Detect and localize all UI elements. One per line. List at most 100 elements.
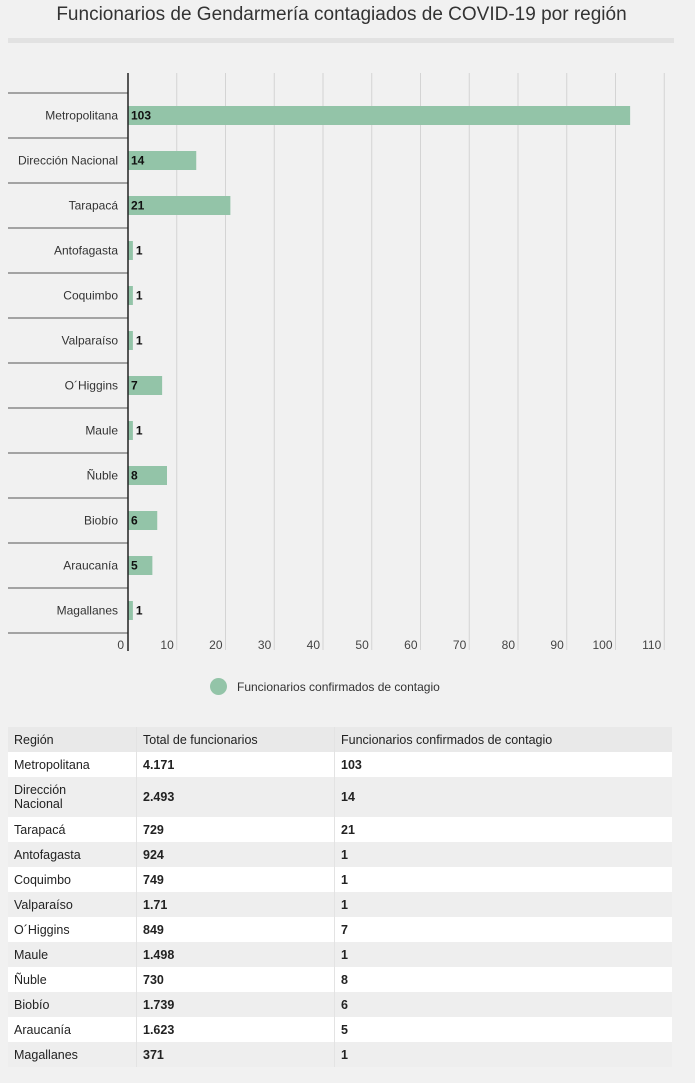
table-cell: 749 [136, 867, 334, 892]
table-cell: 2.493 [136, 777, 334, 817]
table-cell: Maule [14, 947, 49, 962]
table-row: Coquimbo 749 1 [8, 867, 672, 892]
data-label: 1 [136, 424, 143, 438]
table-cell: 1.71 [136, 892, 334, 917]
category-label: O´Higgins [65, 379, 118, 393]
data-label: 1 [136, 244, 143, 258]
title-divider [8, 38, 674, 43]
table-cell: 849 [136, 917, 334, 942]
data-label: 103 [131, 109, 151, 123]
x-tick-label: 110 [642, 638, 661, 652]
table-cell: 729 [136, 817, 334, 842]
data-label: 7 [131, 379, 138, 393]
bar [128, 511, 158, 530]
data-label: 1 [136, 289, 143, 303]
table-row: Metropolitana 4.171 103 [8, 752, 672, 777]
table-cell: 371 [136, 1042, 334, 1067]
table-cell: Dirección Nacional [14, 783, 67, 811]
data-label: 21 [131, 199, 145, 213]
table-cell: 1 [334, 842, 672, 867]
data-label: 14 [131, 154, 145, 168]
table-cell: Ñuble [14, 972, 47, 987]
table-cell: Araucanía [14, 1022, 71, 1037]
column-header: Total de funcionarios [136, 727, 334, 752]
table-cell: 924 [136, 842, 334, 867]
bar [128, 331, 133, 350]
x-tick-label: 50 [355, 638, 369, 652]
table-row: Tarapacá 729 21 [8, 817, 672, 842]
category-label: Araucanía [63, 559, 118, 573]
bar [128, 106, 631, 125]
legend-swatch [210, 678, 227, 695]
data-label: 1 [136, 604, 143, 618]
category-label: Coquimbo [63, 289, 118, 303]
bar [128, 421, 133, 440]
column-header: Región [14, 732, 54, 747]
table-cell: Biobío [14, 997, 50, 1012]
x-tick-label: 70 [453, 638, 467, 652]
table-row: Ñuble 730 8 [8, 967, 672, 992]
table-row: Maule 1.498 1 [8, 942, 672, 967]
table-cell: 6 [334, 992, 672, 1017]
table-row: Valparaíso 1.71 1 [8, 892, 672, 917]
table-row: Magallanes 371 1 [8, 1042, 672, 1067]
table-cell: Tarapacá [14, 822, 66, 837]
bar [128, 376, 163, 395]
legend[interactable]: Funcionarios confirmados de contagio [210, 678, 440, 695]
x-tick-label: 100 [592, 638, 612, 652]
table-row: Araucanía 1.623 5 [8, 1017, 672, 1042]
bar [128, 556, 153, 575]
data-label: 5 [131, 559, 138, 573]
bar [128, 286, 133, 305]
table-cell: Magallanes [14, 1047, 78, 1062]
category-label: Maule [85, 424, 118, 438]
data-label: 1 [136, 334, 143, 348]
category-label: Dirección Nacional [18, 154, 118, 168]
table-header: Región Total de funcionarios Funcionarios … [8, 727, 672, 752]
category-label: Valparaíso [62, 334, 119, 348]
table-cell: 8 [334, 967, 672, 992]
x-tick-label: 20 [209, 638, 223, 652]
x-tick-label: 60 [404, 638, 418, 652]
table-cell: 1.498 [136, 942, 334, 967]
table-cell: 1 [334, 867, 672, 892]
table-cell: Antofagasta [14, 847, 81, 862]
bar-chart: Metropolitana 103 Dirección Nacional 14 Tara… [8, 73, 665, 652]
category-label: Metropolitana [45, 109, 118, 123]
table-row: Biobío 1.739 6 [8, 992, 672, 1017]
x-tick-label: 10 [160, 638, 174, 652]
data-label: 6 [131, 514, 138, 528]
table-row: Antofagasta 924 1 [8, 842, 672, 867]
table-cell: O´Higgins [14, 922, 70, 937]
x-tick-label: 90 [550, 638, 564, 652]
x-tick-label: 80 [502, 638, 516, 652]
table-cell: 730 [136, 967, 334, 992]
category-label: Tarapacá [69, 199, 119, 213]
table-cell: 7 [334, 917, 672, 942]
bar [128, 196, 231, 215]
legend-label: Funcionarios confirmados de contagio [237, 679, 440, 694]
table-cell: 1 [334, 942, 672, 967]
table-cell: 14 [334, 777, 672, 817]
table-cell: 103 [334, 752, 672, 777]
table-cell: 1.739 [136, 992, 334, 1017]
table-row: O´Higgins 849 7 [8, 917, 672, 942]
column-header: Funcionarios confirmados de contagio [334, 727, 672, 752]
data-label: 8 [131, 469, 138, 483]
table-cell: 1 [334, 892, 672, 917]
table-cell: 21 [334, 817, 672, 842]
x-tick-label: 30 [258, 638, 272, 652]
bar [128, 601, 133, 620]
category-label: Magallanes [57, 604, 118, 618]
table-cell: Metropolitana [14, 757, 90, 772]
bar [128, 466, 167, 485]
x-tick-label: 40 [307, 638, 321, 652]
chart-title: Funcionarios de Gendarmería contagiados … [56, 4, 627, 25]
category-label: Antofagasta [54, 244, 118, 258]
table-row: Dirección Nacional 2.493 14 [8, 777, 672, 817]
table-cell: Valparaíso [14, 897, 73, 912]
data-table: Región Total de funcionarios Funcionarios … [8, 727, 672, 1067]
table-cell: 1.623 [136, 1017, 334, 1042]
category-label: Biobío [84, 514, 118, 528]
table-cell: 4.171 [136, 752, 334, 777]
